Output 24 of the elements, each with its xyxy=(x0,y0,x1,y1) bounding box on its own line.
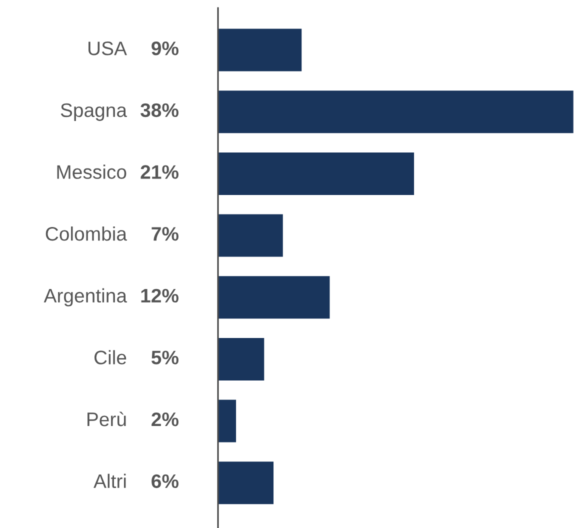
bar xyxy=(218,89,574,135)
data-label: 2% xyxy=(152,412,178,426)
y-tick-label: Altri xyxy=(94,474,126,488)
data-label: 9% xyxy=(152,41,178,56)
y-tick-label: Cile xyxy=(94,350,126,364)
bar xyxy=(218,151,416,196)
bar xyxy=(218,27,304,73)
bar xyxy=(218,274,332,320)
y-tick-label: Colombia xyxy=(46,226,128,241)
data-label: 12% xyxy=(141,288,178,303)
data-label: 7% xyxy=(152,227,178,241)
y-tick-label: Messico xyxy=(57,164,126,179)
data-label: 21% xyxy=(140,165,178,179)
bar xyxy=(218,336,266,382)
y-tick-label: USA xyxy=(88,41,127,56)
bar xyxy=(218,212,284,258)
y-tick-label: Perù xyxy=(88,412,126,426)
bar xyxy=(218,460,275,506)
data-label: 6% xyxy=(152,474,178,488)
data-label: 38% xyxy=(140,103,178,118)
bar xyxy=(218,398,238,444)
data-label: 5% xyxy=(151,350,178,364)
y-tick-label: Spagna xyxy=(60,103,128,121)
y-tick-label: Argentina xyxy=(44,288,128,306)
